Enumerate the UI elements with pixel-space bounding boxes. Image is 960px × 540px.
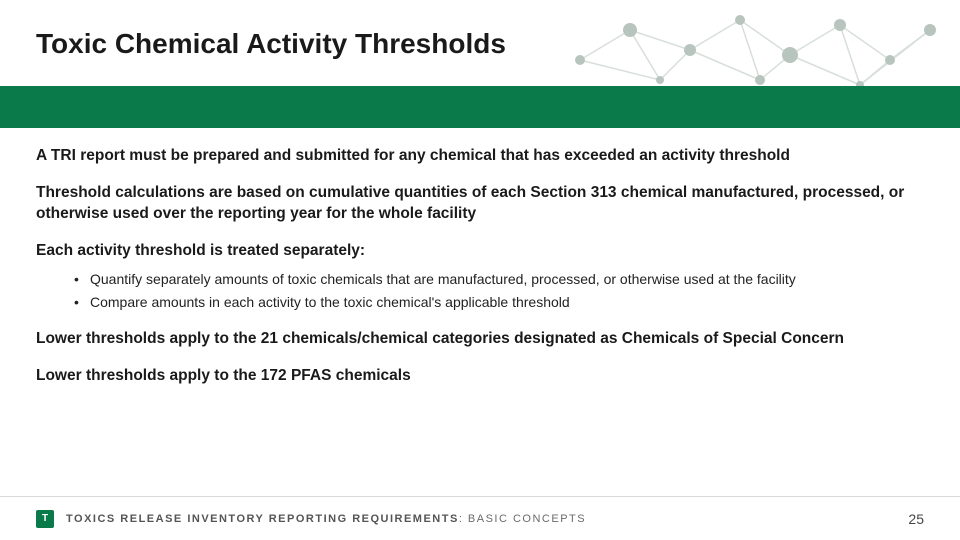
para-5: Lower thresholds apply to the 172 PFAS c…	[36, 366, 924, 387]
footer: T TOXICS RELEASE INVENTORY REPORTING REQ…	[0, 496, 960, 540]
footer-text-rest: : BASIC CONCEPTS	[459, 513, 586, 525]
slide: Toxic Chemical Activity Thresholds A TRI…	[0, 0, 960, 540]
page-number: 25	[908, 511, 924, 527]
green-band	[0, 86, 960, 128]
bullet-item: Compare amounts in each activity to the …	[90, 293, 924, 313]
footer-logo-letter: T	[42, 513, 48, 524]
para-2: Threshold calculations are based on cumu…	[36, 183, 924, 225]
bullet-item: Quantify separately amounts of toxic che…	[90, 270, 924, 290]
slide-title: Toxic Chemical Activity Thresholds	[36, 28, 924, 60]
footer-left: T TOXICS RELEASE INVENTORY REPORTING REQ…	[36, 510, 586, 528]
bullet-list: Quantify separately amounts of toxic che…	[90, 270, 924, 313]
footer-text: TOXICS RELEASE INVENTORY REPORTING REQUI…	[66, 513, 586, 525]
para-3: Each activity threshold is treated separ…	[36, 241, 924, 262]
footer-logo-icon: T	[36, 510, 54, 528]
footer-text-bold: TOXICS RELEASE INVENTORY REPORTING REQUI…	[66, 513, 459, 525]
para-4: Lower thresholds apply to the 21 chemica…	[36, 329, 924, 350]
title-row: Toxic Chemical Activity Thresholds	[36, 28, 924, 60]
para-1: A TRI report must be prepared and submit…	[36, 146, 924, 167]
body-content: A TRI report must be prepared and submit…	[36, 146, 924, 403]
